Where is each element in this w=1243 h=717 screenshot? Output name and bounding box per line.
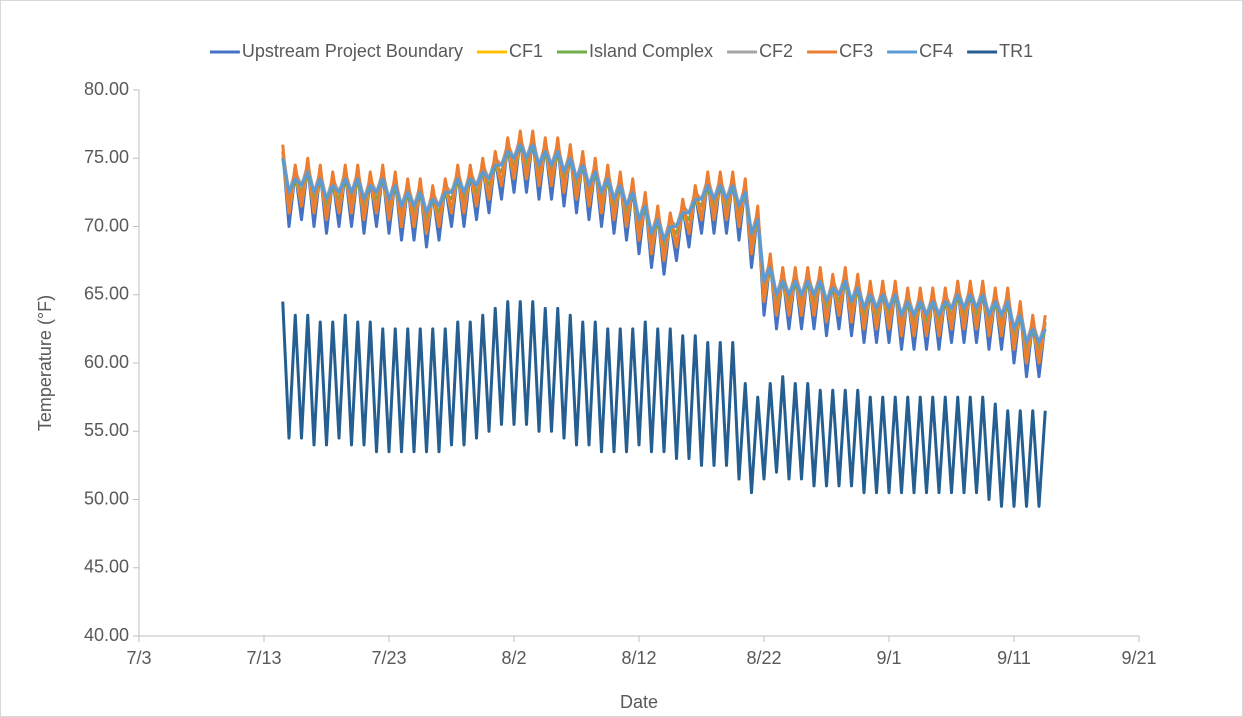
legend-label: CF1 [509, 41, 543, 61]
x-tick-label: 8/2 [501, 648, 526, 668]
legend-label: CF4 [919, 41, 953, 61]
legend-label: Upstream Project Boundary [242, 41, 463, 61]
y-tick-label: 80.00 [84, 79, 129, 99]
legend-label: Island Complex [589, 41, 713, 61]
x-tick-label: 9/11 [997, 648, 1031, 668]
y-tick-label: 75.00 [84, 147, 129, 167]
y-tick-label: 45.00 [84, 557, 129, 577]
x-tick-label: 7/13 [246, 648, 281, 668]
y-tick-label: 55.00 [84, 420, 129, 440]
series-line [281, 300, 1047, 508]
legend-label: CF3 [839, 41, 873, 61]
x-tick-label: 9/21 [1121, 648, 1156, 668]
x-tick-label: 8/22 [746, 648, 781, 668]
x-tick-label: 7/3 [126, 648, 151, 668]
legend-label: TR1 [999, 41, 1033, 61]
legend-label: CF2 [759, 41, 793, 61]
legend: Upstream Project Boundary CF1 Island Compl… [209, 41, 1033, 61]
y-tick-label: 70.00 [84, 215, 129, 235]
y-tick-label: 65.00 [84, 284, 129, 304]
x-tick-label: 7/23 [371, 648, 406, 668]
y-axis-title: Temperature (°F) [35, 295, 55, 431]
series-line [281, 143, 1047, 345]
x-tick-label: 8/12 [621, 648, 656, 668]
y-tick-label: 40.00 [84, 625, 129, 645]
x-tick-label: 9/1 [876, 648, 901, 668]
y-tick-label: 50.00 [84, 488, 129, 508]
y-tick-label: 60.00 [84, 352, 129, 372]
x-axis-title: Date [620, 692, 658, 712]
